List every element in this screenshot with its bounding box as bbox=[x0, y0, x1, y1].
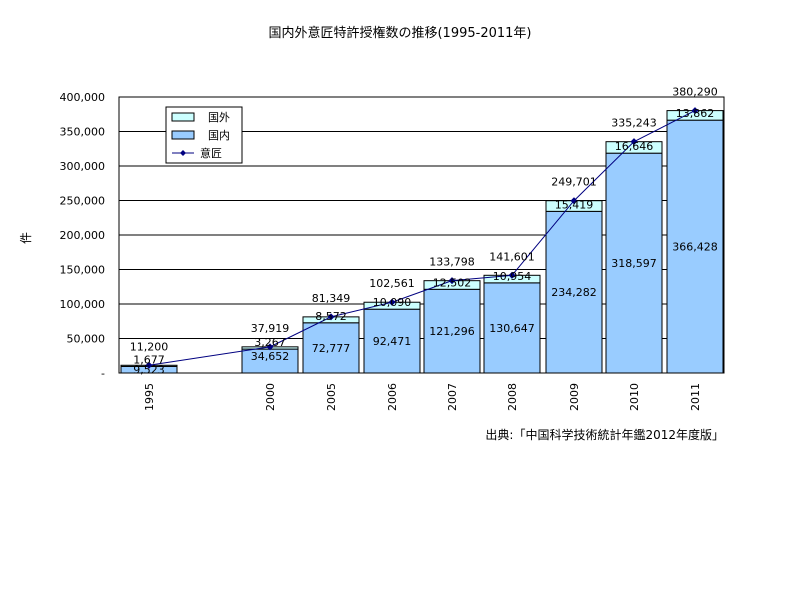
x-axis-ticks: 1995 2000 2005 2006 2007 2008 2009 2010 2011 bbox=[143, 383, 702, 411]
data-label-domestic: 366,428 bbox=[672, 241, 718, 254]
x-tick-label: 2006 bbox=[386, 383, 399, 411]
total-line-marker bbox=[508, 271, 516, 279]
legend-label-total: 意匠 bbox=[200, 146, 222, 160]
data-label-total: 37,919 bbox=[251, 322, 290, 335]
data-label-domestic: 121,296 bbox=[429, 325, 475, 338]
data-label-foreign: 8,572 bbox=[315, 310, 347, 323]
x-tick-label: 2007 bbox=[446, 383, 459, 411]
data-label-total: 380,290 bbox=[672, 86, 718, 99]
total-line-marker bbox=[630, 138, 638, 146]
total-line-marker bbox=[145, 361, 153, 369]
data-label-total: 141,601 bbox=[489, 250, 535, 263]
data-label-total: 81,349 bbox=[312, 292, 351, 305]
x-tick-label: 2005 bbox=[325, 383, 338, 411]
bars bbox=[120, 110, 724, 374]
data-label-domestic: 34,652 bbox=[251, 350, 290, 363]
x-tick-label: 2000 bbox=[264, 383, 277, 411]
data-label-foreign: 10,090 bbox=[373, 296, 412, 309]
data-label-domestic: 72,777 bbox=[312, 342, 351, 355]
total-line-marker bbox=[388, 298, 396, 306]
total-line-marker bbox=[327, 313, 335, 321]
total-line-marker bbox=[570, 197, 578, 205]
y-tick-label: 250,000 bbox=[60, 195, 106, 208]
data-label-domestic: 234,282 bbox=[551, 286, 597, 299]
data-label-total: 133,798 bbox=[429, 256, 475, 269]
legend-swatch-domestic bbox=[171, 130, 195, 140]
data-label-foreign: 15,419 bbox=[555, 198, 594, 211]
legend-label-domestic: 国内 bbox=[208, 128, 230, 142]
x-tick-label: 2011 bbox=[689, 383, 702, 411]
data-label-domestic: 92,471 bbox=[373, 335, 412, 348]
y-tick-label: 350,000 bbox=[60, 126, 106, 139]
total-line-marker bbox=[266, 343, 274, 351]
y-tick-label: 300,000 bbox=[60, 160, 106, 173]
x-tick-label: 2008 bbox=[506, 383, 519, 411]
y-tick-label: 100,000 bbox=[60, 298, 106, 311]
chart-title: 国内外意匠特許授権数の推移(1995-2011年) bbox=[268, 26, 532, 41]
x-tick-label: 2010 bbox=[628, 383, 641, 411]
data-label-total: 335,243 bbox=[611, 117, 657, 130]
data-label-foreign: 10,954 bbox=[493, 270, 532, 283]
legend-label-foreign: 国外 bbox=[208, 111, 230, 124]
bar-domestic bbox=[302, 322, 360, 374]
bar-domestic bbox=[666, 119, 724, 374]
y-tick-label: - bbox=[101, 367, 105, 380]
data-label-total: 11,200 bbox=[130, 340, 169, 353]
data-label-total: 102,561 bbox=[369, 277, 415, 290]
data-label-foreign: 1,677 bbox=[133, 353, 165, 366]
y-tick-label: 200,000 bbox=[60, 229, 106, 242]
x-tick-label: 2009 bbox=[568, 383, 581, 411]
data-label-foreign: 3,267 bbox=[254, 336, 286, 349]
x-tick-label: 1995 bbox=[143, 383, 156, 411]
legend-marker-total bbox=[180, 150, 186, 156]
total-line bbox=[145, 107, 699, 369]
source-note: 出典:「中国科学技術統計年鑑2012年度版」 bbox=[485, 428, 724, 442]
data-labels: 9,5231,67711,20034,6523,26737,91972,7778… bbox=[130, 86, 718, 377]
y-tick-label: 400,000 bbox=[60, 91, 106, 104]
legend: 国外 国内 意匠 bbox=[165, 106, 243, 164]
bar-domestic bbox=[363, 308, 421, 374]
data-label-foreign: 13,862 bbox=[676, 107, 715, 120]
y-tick-label: 50,000 bbox=[67, 333, 106, 346]
data-label-domestic: 318,597 bbox=[611, 257, 657, 270]
y-axis-label: 件 bbox=[19, 232, 33, 244]
bar-domestic bbox=[423, 288, 481, 374]
data-label-domestic: 130,647 bbox=[489, 322, 535, 335]
y-axis-ticks: - 50,000 100,000 150,000 200,000 250,000 300,0… bbox=[60, 91, 106, 380]
data-label-foreign: 12,502 bbox=[433, 276, 472, 289]
plot-frame bbox=[118, 96, 725, 374]
total-line-marker bbox=[691, 107, 699, 115]
total-line-marker bbox=[448, 277, 456, 285]
legend-swatch-foreign bbox=[171, 112, 195, 122]
y-tick-label: 150,000 bbox=[60, 264, 106, 277]
data-label-total: 249,701 bbox=[551, 176, 597, 189]
data-label-foreign: 16,646 bbox=[615, 140, 654, 153]
